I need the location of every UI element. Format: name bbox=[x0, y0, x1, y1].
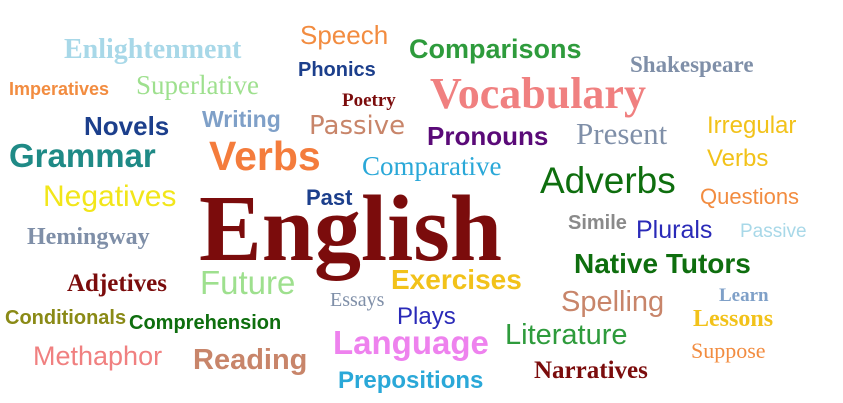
word-spelling: Spelling bbox=[561, 286, 665, 318]
word-narratives: Narratives bbox=[534, 357, 648, 384]
word-grammar: Grammar bbox=[9, 137, 156, 174]
word-comprehension: Comprehension bbox=[129, 312, 282, 334]
word-exercises: Exercises bbox=[391, 264, 522, 295]
word-verbs: Verbs bbox=[209, 133, 321, 179]
word-adverbs: Adverbs bbox=[540, 160, 676, 201]
word-pronouns: Pronouns bbox=[427, 121, 549, 151]
word-learn: Learn bbox=[719, 285, 769, 306]
word-literature: Literature bbox=[505, 319, 628, 351]
word-passive-top: Passive bbox=[309, 111, 406, 141]
word-conditionals: Conditionals bbox=[5, 307, 127, 329]
word-writing: Writing bbox=[202, 106, 281, 132]
word-negatives: Negatives bbox=[43, 180, 177, 213]
word-hemingway: Hemingway bbox=[27, 224, 150, 250]
word-vocabulary: Vocabulary bbox=[430, 69, 646, 118]
word-irregular: Irregular bbox=[707, 112, 797, 139]
word-irregular-verbs: Verbs bbox=[707, 145, 769, 172]
word-novels: Novels bbox=[84, 111, 170, 141]
word-prepositions: Prepositions bbox=[338, 367, 484, 394]
word-comparative: Comparative bbox=[362, 151, 502, 181]
word-reading: Reading bbox=[193, 344, 308, 376]
word-present: Present bbox=[576, 116, 668, 151]
word-past: Past bbox=[306, 185, 353, 210]
word-shakespeare: Shakespeare bbox=[630, 52, 754, 77]
word-methaphor: Methaphor bbox=[33, 341, 163, 371]
word-poetry: Poetry bbox=[342, 90, 396, 111]
word-english: English bbox=[199, 177, 503, 281]
word-plays: Plays bbox=[397, 303, 456, 330]
word-questions: Questions bbox=[700, 184, 800, 209]
word-essays: Essays bbox=[330, 289, 385, 311]
word-suppose: Suppose bbox=[691, 338, 766, 363]
word-enlightenment: Enlightenment bbox=[64, 34, 242, 65]
word-plurals: Plurals bbox=[636, 216, 713, 244]
word-superlative: Superlative bbox=[136, 70, 259, 100]
word-adjetives: Adjetives bbox=[67, 270, 167, 297]
word-language: Language bbox=[333, 324, 489, 361]
word-lessons: Lessons bbox=[693, 306, 774, 332]
word-comparisons: Comparisons bbox=[409, 34, 582, 64]
word-future: Future bbox=[200, 264, 296, 301]
word-native-tutors: Native Tutors bbox=[574, 248, 751, 279]
word-speech: Speech bbox=[300, 20, 389, 50]
word-simile: Simile bbox=[568, 212, 627, 234]
word-passive-right: Passive bbox=[740, 221, 807, 242]
word-imperatives: Imperatives bbox=[9, 79, 110, 99]
word-phonics: Phonics bbox=[298, 59, 376, 81]
